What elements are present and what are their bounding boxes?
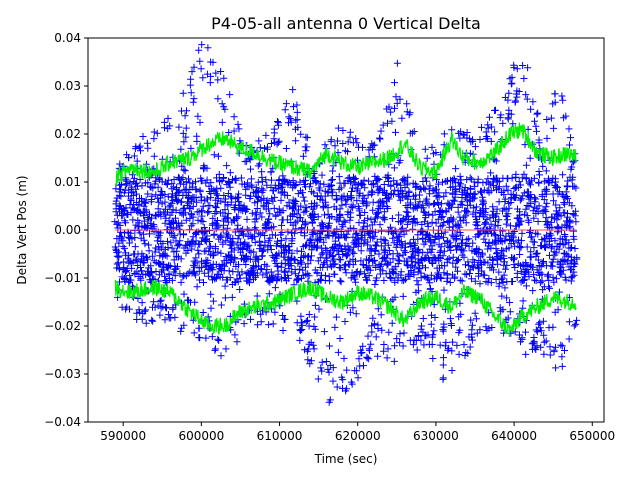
y-axis-label: Delta Vert Pos (m) bbox=[15, 175, 29, 284]
x-tick-label: 640000 bbox=[491, 429, 537, 443]
line-series bbox=[114, 122, 578, 338]
x-tick-label: 590000 bbox=[100, 429, 146, 443]
y-tick-label: 0.00 bbox=[54, 223, 81, 237]
y-tick-label: 0.02 bbox=[54, 127, 81, 141]
y-tick-label: −0.04 bbox=[44, 415, 81, 429]
upper-envelope-line bbox=[114, 122, 578, 186]
scatter-markers bbox=[111, 41, 581, 406]
y-tick-label: 0.01 bbox=[54, 175, 81, 189]
x-axis: 590000 600000 610000 620000 630000 640000 6500… bbox=[100, 422, 615, 443]
x-tick-label: 630000 bbox=[413, 429, 459, 443]
x-tick-label: 610000 bbox=[257, 429, 303, 443]
plot-area bbox=[111, 41, 581, 406]
y-tick-label: −0.02 bbox=[44, 319, 81, 333]
x-tick-label: 620000 bbox=[335, 429, 381, 443]
x-tick-label: 650000 bbox=[569, 429, 615, 443]
lower-envelope-line bbox=[114, 279, 577, 338]
y-tick-label: −0.01 bbox=[44, 271, 81, 285]
y-axis: −0.04 −0.03 −0.02 −0.01 0.00 0.01 0.02 0.03 0.04 bbox=[44, 31, 88, 429]
x-axis-label: Time (sec) bbox=[314, 452, 378, 466]
y-tick-label: 0.03 bbox=[54, 79, 81, 93]
y-tick-label: −0.03 bbox=[44, 367, 81, 381]
chart-title: P4-05-all antenna 0 Vertical Delta bbox=[211, 14, 481, 33]
scatter-series bbox=[111, 41, 581, 406]
x-tick-label: 600000 bbox=[178, 429, 224, 443]
y-tick-label: 0.04 bbox=[54, 31, 81, 45]
